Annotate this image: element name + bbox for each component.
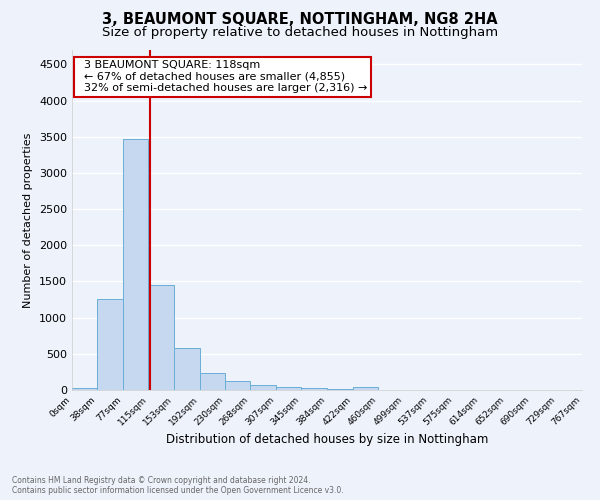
- Bar: [72, 388, 97, 390]
- Bar: [148, 284, 174, 390]
- Bar: [276, 386, 301, 390]
- Text: 3 BEAUMONT SQUARE: 118sqm
  ← 67% of detached houses are smaller (4,855)
  32% o: 3 BEAUMONT SQUARE: 118sqm ← 67% of detac…: [77, 60, 367, 94]
- Bar: [174, 348, 200, 390]
- Bar: [328, 388, 353, 390]
- Text: Size of property relative to detached houses in Nottingham: Size of property relative to detached ho…: [102, 26, 498, 39]
- Text: 3, BEAUMONT SQUARE, NOTTINGHAM, NG8 2HA: 3, BEAUMONT SQUARE, NOTTINGHAM, NG8 2HA: [102, 12, 498, 28]
- Text: Contains HM Land Registry data © Crown copyright and database right 2024.
Contai: Contains HM Land Registry data © Crown c…: [12, 476, 344, 495]
- Bar: [250, 384, 276, 390]
- Bar: [97, 299, 123, 390]
- Bar: [123, 140, 148, 390]
- Bar: [200, 372, 225, 390]
- Bar: [225, 382, 250, 390]
- X-axis label: Distribution of detached houses by size in Nottingham: Distribution of detached houses by size …: [166, 432, 488, 446]
- Bar: [301, 388, 328, 390]
- Y-axis label: Number of detached properties: Number of detached properties: [23, 132, 34, 308]
- Bar: [353, 386, 378, 390]
